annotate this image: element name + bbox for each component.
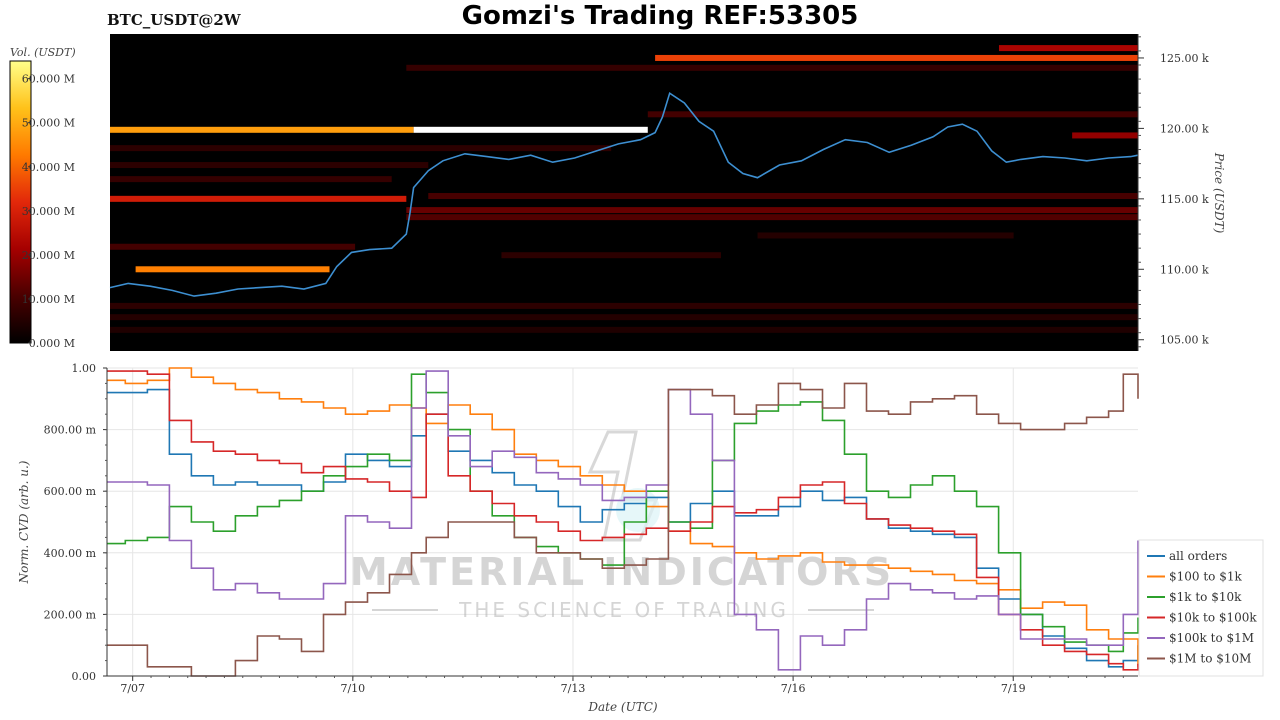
colorbar bbox=[9, 60, 32, 344]
x-tick-label: 7/19 bbox=[1001, 682, 1026, 695]
heatmap-wall bbox=[110, 145, 612, 152]
heatmap-wall bbox=[110, 314, 1138, 321]
price-tick-label: 110.00 k bbox=[1160, 263, 1209, 276]
price-tick-label: 120.00 k bbox=[1160, 122, 1209, 135]
chart-title: Gomzi's Trading REF:53305 bbox=[462, 1, 859, 31]
price-tick-label: 125.00 k bbox=[1160, 52, 1209, 65]
heatmap-wall bbox=[110, 243, 356, 250]
symbol-label: BTC_USDT@2W bbox=[107, 11, 242, 29]
series-line bbox=[107, 367, 1139, 667]
heatmap-wall bbox=[655, 54, 1138, 61]
legend-entry: $100 to $1k bbox=[1169, 570, 1242, 584]
series-line bbox=[107, 373, 1139, 677]
heatmap-wall bbox=[501, 252, 721, 259]
heatmap-wall bbox=[110, 162, 429, 169]
watermark-subtitle: THE SCIENCE OF TRADING bbox=[458, 598, 789, 622]
price-axis: 105.00 k 110.00 k 115.00 k 120.00 k 125.00 k bbox=[1137, 34, 1209, 351]
watermark-logo-dot-icon bbox=[616, 488, 660, 532]
colorbar-tick-label: 0.000 M bbox=[29, 337, 75, 350]
x-tick-label: 7/16 bbox=[781, 682, 806, 695]
heatmap-wall bbox=[110, 326, 1138, 333]
y-tick-label: 400.00 m bbox=[44, 547, 97, 560]
series-line bbox=[107, 373, 1139, 653]
heatmap-wall bbox=[428, 193, 1138, 200]
series-line bbox=[107, 388, 1139, 668]
y-tick-label: 800.00 m bbox=[44, 424, 97, 437]
colorbar-tick-label: 10.000 M bbox=[22, 293, 75, 306]
x-axis-label: Date (UTC) bbox=[587, 700, 657, 714]
heatmap-wall bbox=[110, 176, 392, 183]
cvd-axes: 0.00 200.00 m 400.00 m 600.00 m 800.00 m 1.00… bbox=[44, 362, 1138, 695]
y-tick-label: 0.00 bbox=[72, 670, 97, 683]
cvd-series bbox=[107, 367, 1139, 677]
heatmap-walls bbox=[110, 45, 1138, 333]
x-tick-label: 7/13 bbox=[561, 682, 586, 695]
colorbar-label: Vol. (USDT) bbox=[10, 46, 76, 59]
colorbar-tick-label: 60.000 M bbox=[22, 73, 75, 86]
colorbar-tick-label: 50.000 M bbox=[22, 117, 75, 130]
heatmap-wall bbox=[406, 207, 1138, 214]
legend-entry: all orders bbox=[1169, 549, 1227, 563]
heatmap-wall bbox=[998, 45, 1138, 52]
price-line bbox=[109, 91, 1139, 297]
heatmap-wall bbox=[757, 232, 1014, 239]
heatmap-wall bbox=[413, 126, 648, 133]
watermark-logo-icon bbox=[587, 430, 659, 542]
colorbar-ticks: 0.000 M 10.000 M 20.000 M 30.000 M 40.000 M 5… bbox=[22, 73, 75, 350]
legend-entry: $10k to $100k bbox=[1169, 611, 1257, 625]
x-tick-label: 7/10 bbox=[340, 682, 365, 695]
y-axis-label: Norm. CVD (arb. u.) bbox=[17, 460, 31, 584]
legend-entry: $1k to $10k bbox=[1169, 590, 1242, 604]
legend-entry: $1M to $10M bbox=[1169, 652, 1251, 666]
price-axis-label: Price (USDT) bbox=[1212, 152, 1226, 234]
watermark-title: MATERIAL INDICATORS bbox=[350, 550, 894, 594]
colorbar-tick-label: 30.000 M bbox=[22, 205, 75, 218]
cvd-plot-area bbox=[107, 368, 1138, 676]
y-tick-label: 200.00 m bbox=[44, 608, 97, 621]
legend-entry: $100k to $1M bbox=[1169, 631, 1254, 645]
heatmap-wall bbox=[406, 64, 1138, 71]
legend: all orders $100 to $1k $1k to $10k $10k to … bbox=[1138, 539, 1264, 677]
y-tick-label: 600.00 m bbox=[44, 485, 97, 498]
series-line bbox=[107, 370, 1139, 671]
watermark: MATERIAL INDICATORS THE SCIENCE OF TRADI… bbox=[350, 430, 894, 622]
heatmap-wall bbox=[647, 111, 1138, 118]
price-tick-label: 115.00 k bbox=[1160, 193, 1209, 206]
heatmap-wall bbox=[1072, 132, 1138, 139]
heatmap-background bbox=[110, 34, 1138, 351]
heatmap-wall bbox=[110, 195, 407, 202]
colorbar-tick-label: 40.000 M bbox=[22, 161, 75, 174]
y-tick-label: 1.00 bbox=[72, 362, 97, 375]
series-line bbox=[107, 370, 1139, 671]
heatmap-wall bbox=[110, 126, 414, 133]
heatmap-wall bbox=[135, 266, 330, 273]
heatmap-wall bbox=[406, 214, 1138, 221]
heatmap-wall bbox=[110, 302, 1138, 309]
colorbar-tick-label: 20.000 M bbox=[22, 249, 75, 262]
legend-box bbox=[1138, 539, 1264, 677]
price-tick-label: 105.00 k bbox=[1160, 334, 1209, 347]
x-tick-label: 7/07 bbox=[120, 682, 145, 695]
